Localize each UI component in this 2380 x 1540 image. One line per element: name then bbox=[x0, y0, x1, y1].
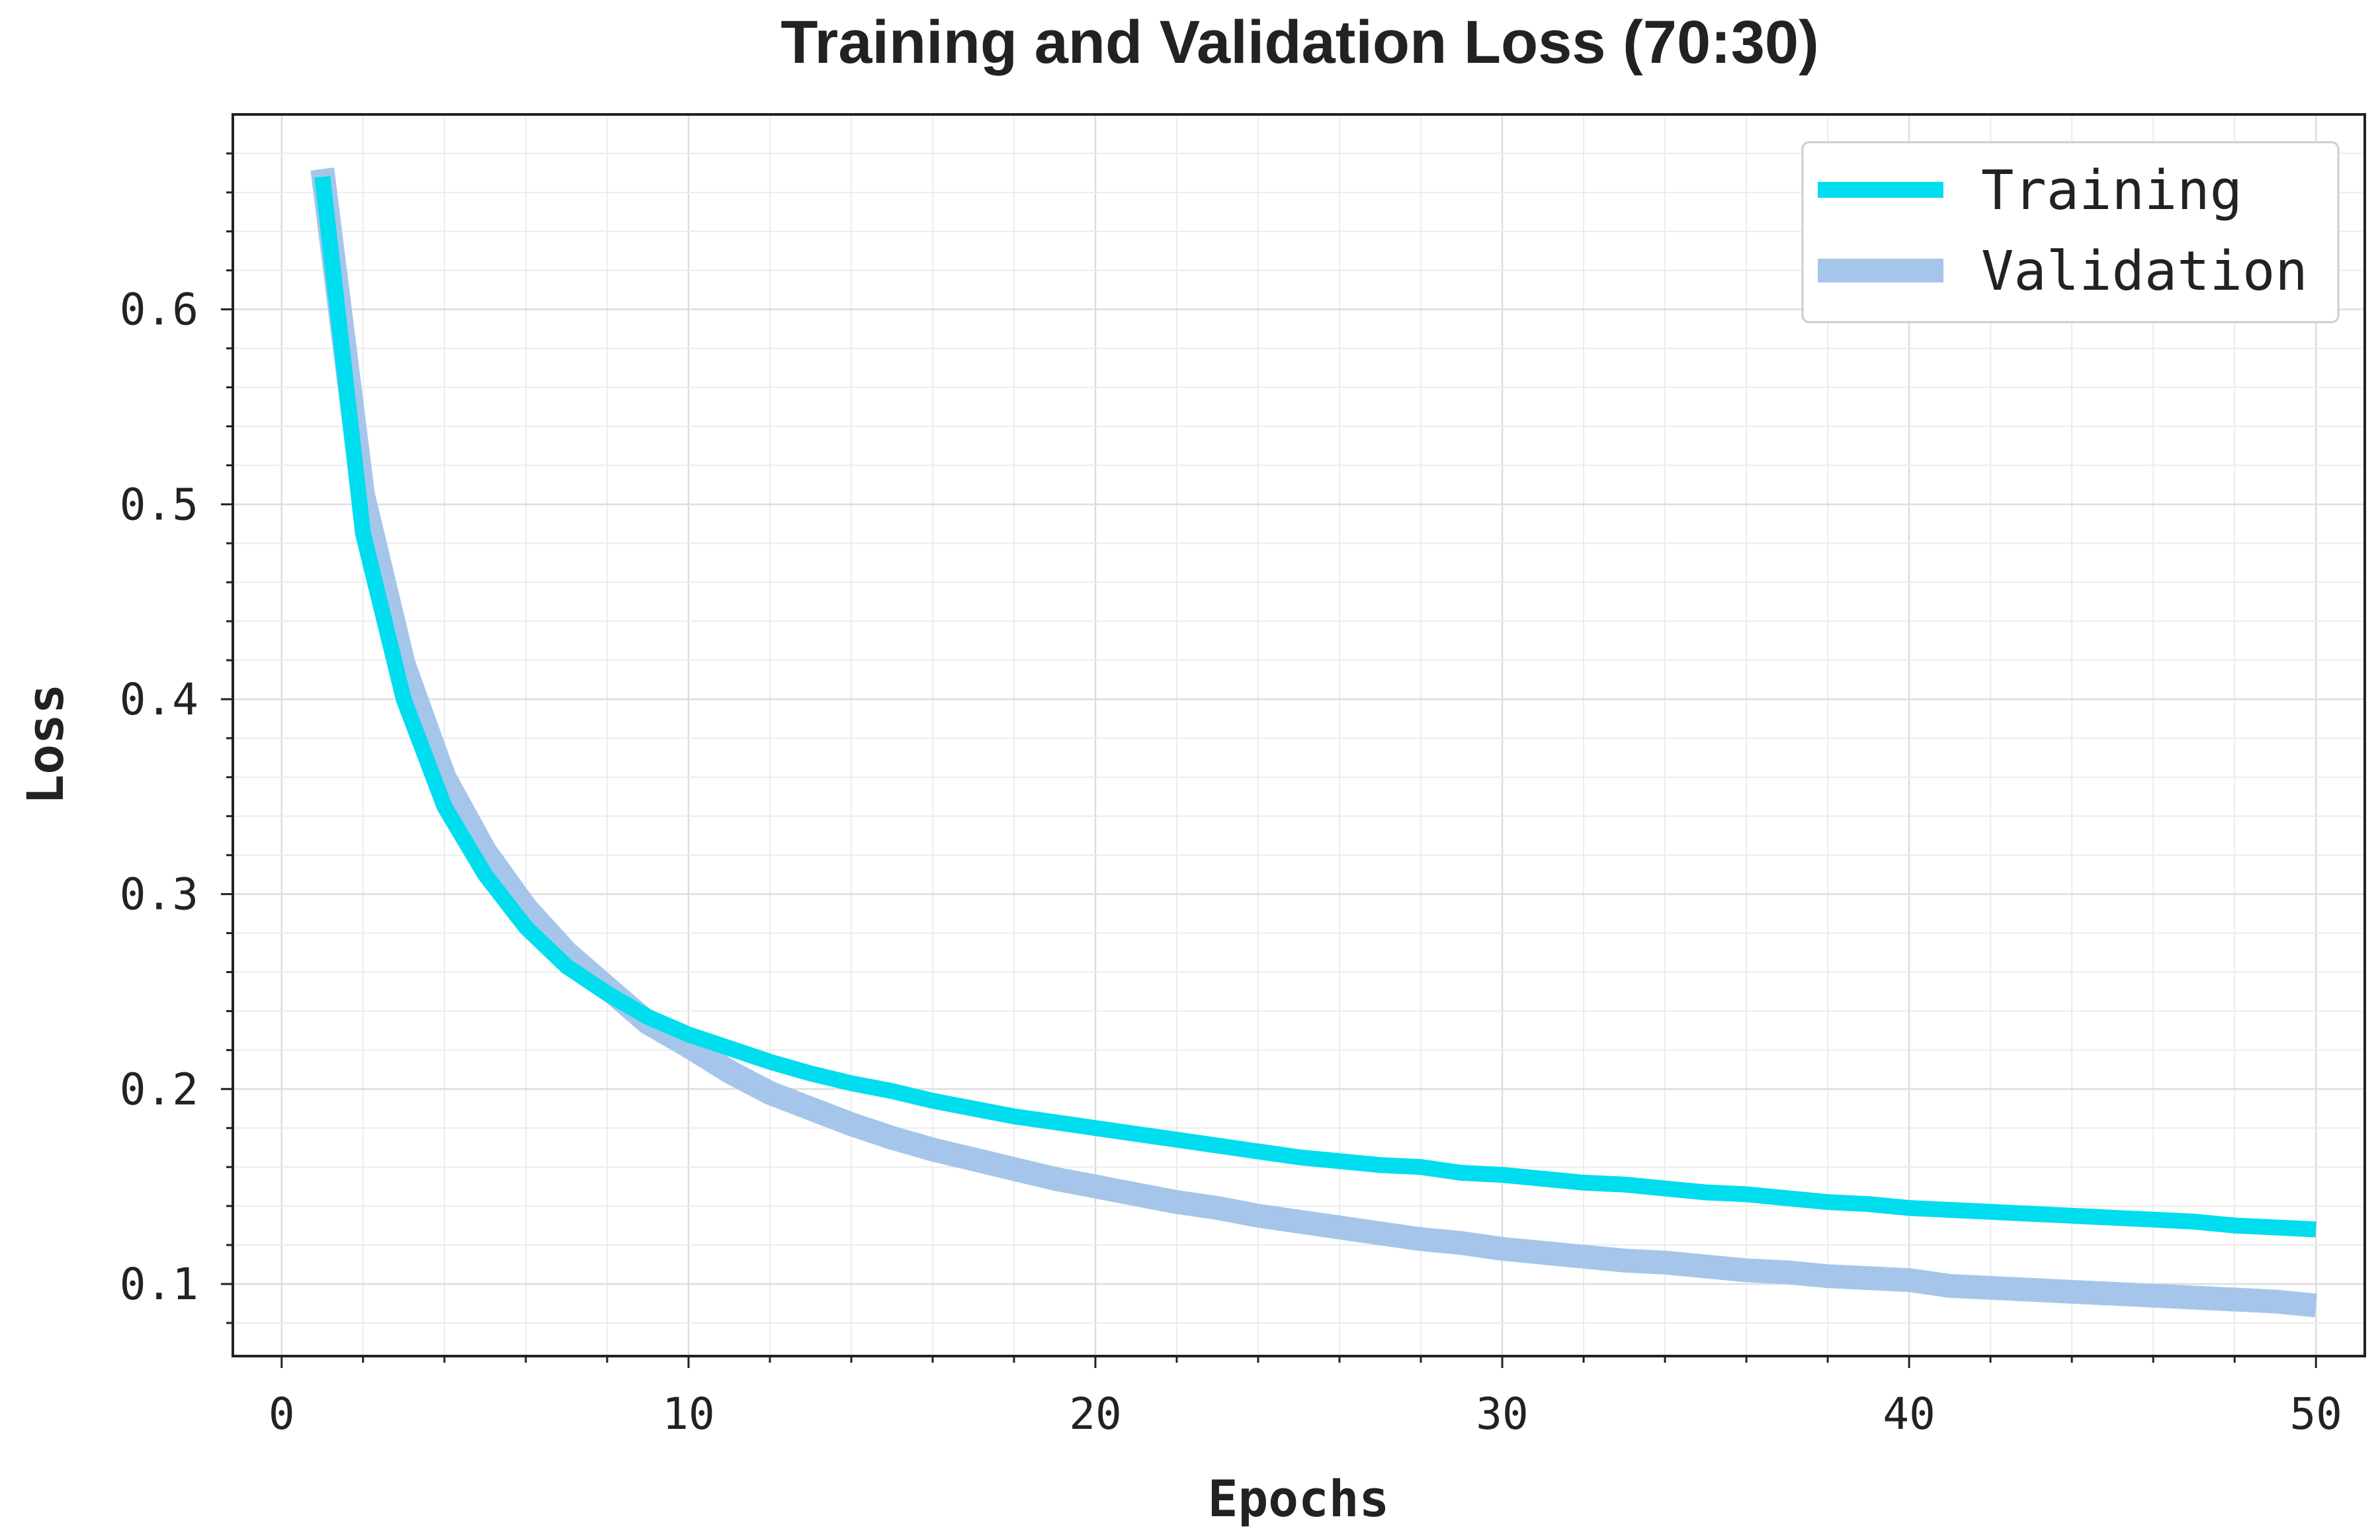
x-tick-label: 40 bbox=[1883, 1389, 1935, 1439]
x-axis-label: Epochs bbox=[1208, 1469, 1390, 1528]
y-tick-label: 0.3 bbox=[120, 869, 198, 920]
y-tick-label: 0.2 bbox=[120, 1064, 198, 1115]
y-tick-label: 0.5 bbox=[120, 479, 198, 530]
y-tick-label: 0.4 bbox=[120, 674, 198, 725]
y-axis-label: Loss bbox=[16, 683, 75, 804]
axis-ticks bbox=[221, 152, 2317, 1368]
grid bbox=[233, 114, 2365, 1356]
series-line-training bbox=[314, 175, 2316, 1238]
x-tick-label: 50 bbox=[2289, 1389, 2342, 1439]
x-tick-label: 20 bbox=[1069, 1389, 1121, 1439]
x-tick-label: 0 bbox=[269, 1389, 295, 1439]
series-layer bbox=[310, 167, 2317, 1318]
x-tick-label: 30 bbox=[1476, 1389, 1528, 1439]
x-tick-label: 10 bbox=[662, 1389, 714, 1439]
tick-labels: 0 10 20 30 40 50 0.1 0.2 0.3 0.4 0.5 0.6 bbox=[120, 284, 2342, 1439]
y-tick-label: 0.1 bbox=[120, 1259, 198, 1310]
legend-label-validation: Validation bbox=[1981, 240, 2308, 303]
legend: Training Validation bbox=[1801, 141, 2340, 323]
y-tick-label: 0.6 bbox=[120, 284, 198, 335]
plot-frame bbox=[232, 113, 2366, 1357]
chart-title: Training and Validation Loss (70:30) bbox=[781, 9, 1818, 76]
legend-label-training: Training bbox=[1981, 159, 2242, 222]
